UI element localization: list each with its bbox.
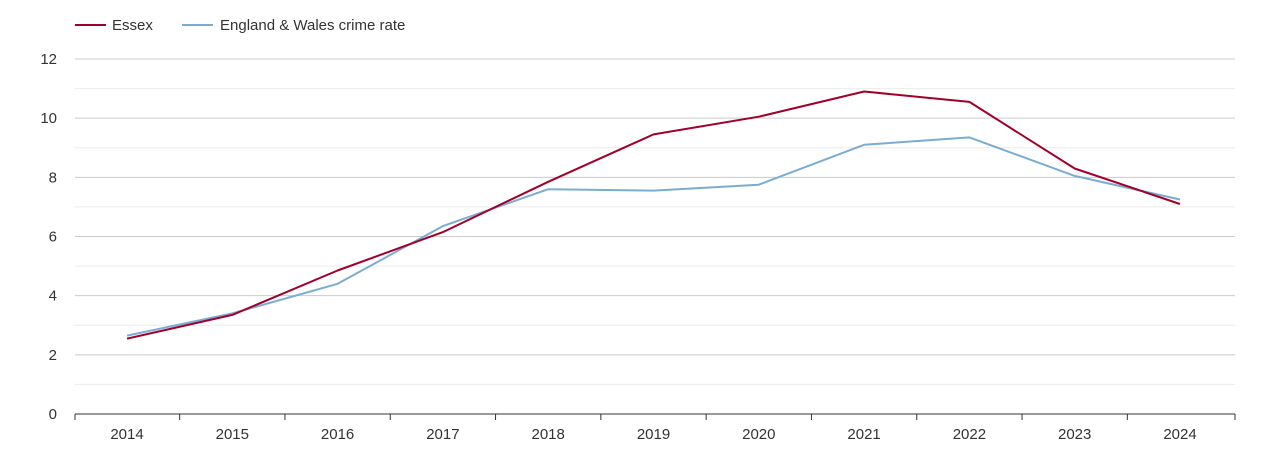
x-axis: 2014 2015 2016 2017 2018 2019 2020 2021 2022 2023… — [74, 413, 1236, 443]
series-line-essex[interactable] — [126, 90, 1181, 340]
legend-label-england-wales: England & Wales crime rate — [220, 17, 405, 34]
legend-item-essex[interactable]: Essex — [75, 17, 153, 34]
y-tick-label: 0 — [49, 406, 57, 423]
x-tick-label: 2021 — [847, 426, 880, 443]
x-tick-label: 2019 — [637, 426, 670, 443]
x-tick-label: 2023 — [1058, 426, 1091, 443]
y-tick-label: 4 — [49, 288, 57, 305]
y-tick-label: 10 — [40, 110, 57, 127]
legend-item-england-wales[interactable]: England & Wales crime rate — [182, 17, 405, 34]
y-axis: 0 2 4 6 8 10 12 — [40, 51, 57, 423]
x-tick-label: 2020 — [742, 426, 775, 443]
x-tick-label: 2014 — [110, 426, 143, 443]
x-tick-label: 2018 — [532, 426, 565, 443]
legend: Essex England & Wales crime rate — [75, 17, 405, 34]
series-lines — [126, 90, 1181, 340]
x-tick-label: 2017 — [426, 426, 459, 443]
legend-label-essex: Essex — [112, 17, 153, 34]
x-tick-label: 2016 — [321, 426, 354, 443]
y-tick-label: 8 — [49, 169, 57, 186]
y-tick-label: 2 — [49, 347, 57, 364]
x-tick-label: 2022 — [953, 426, 986, 443]
y-tick-label: 6 — [49, 229, 57, 246]
x-tick-label: 2024 — [1163, 426, 1196, 443]
x-tick-label: 2015 — [216, 426, 249, 443]
gridlines — [75, 58, 1235, 385]
y-tick-label: 12 — [40, 51, 57, 68]
